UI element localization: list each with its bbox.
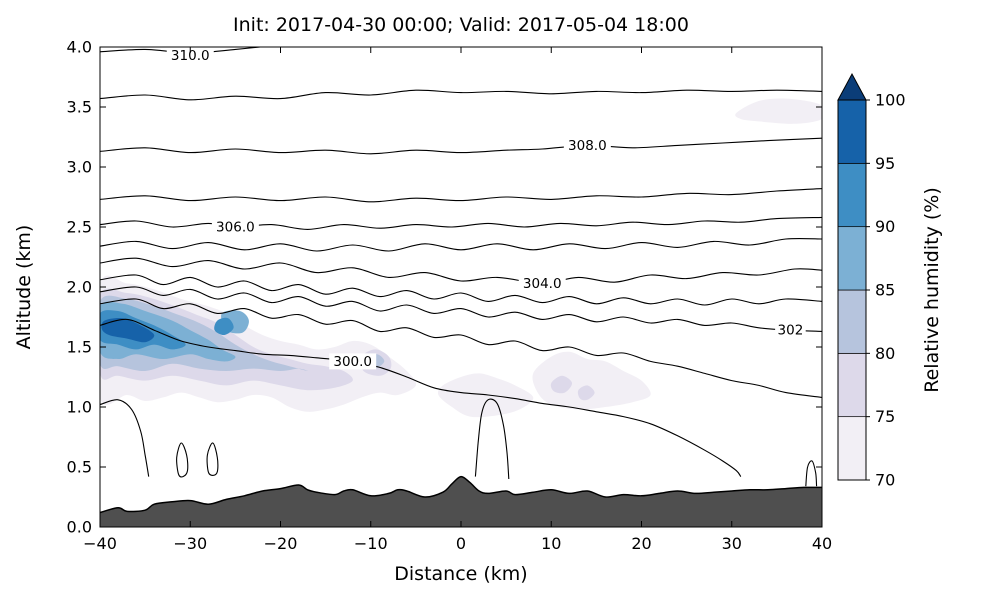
humidity-region-75-80 — [550, 375, 573, 394]
theta-contour — [100, 274, 822, 306]
colorbar-cell — [837, 162, 867, 228]
colorbar-label: Relative humidity (%) — [921, 187, 943, 392]
colorbar-tick-label: 100 — [875, 91, 906, 110]
theta-contour-304.0 — [100, 257, 822, 284]
colorbar-extend-arrow — [837, 72, 867, 101]
contour-label-306.0: 306.0 — [216, 220, 255, 236]
y-axis-label: Altitude (km) — [13, 225, 35, 350]
contour-label-310.0: 310.0 — [171, 48, 210, 64]
theta-contour — [100, 238, 822, 252]
y-tick-label: 1.5 — [67, 338, 92, 357]
y-tick-label: 2.0 — [67, 278, 92, 297]
y-tick-label: 4.0 — [67, 38, 92, 57]
contour-label-302: 302 — [778, 323, 804, 339]
contour-label-gap — [775, 322, 806, 339]
colorbar-tick-label: 80 — [875, 344, 895, 363]
x-tick-label: 0 — [456, 534, 466, 553]
x-tick-label: −40 — [83, 534, 117, 553]
x-tick-label: 40 — [812, 534, 832, 553]
theta-contour — [100, 89, 822, 101]
x-axis-label: Distance (km) — [394, 563, 527, 585]
colorbar-tick-label: 95 — [875, 154, 895, 173]
colorbar-cell — [837, 226, 867, 291]
y-tick-label: 0.5 — [67, 458, 92, 477]
theta-contour — [100, 399, 150, 477]
colorbar-tick-label: 75 — [875, 407, 895, 426]
x-tick-label: 20 — [631, 534, 651, 553]
y-tick-label: 0.0 — [67, 518, 92, 537]
contour-label-gap — [166, 47, 214, 64]
theta-contour-308.0 — [100, 137, 822, 155]
theta-contour — [805, 460, 818, 487]
contour-label-gap — [518, 275, 566, 292]
y-tick-label: 3.0 — [67, 158, 92, 177]
theta-contour — [206, 442, 219, 476]
theta-contour — [100, 188, 822, 203]
y-tick-label: 1.0 — [67, 398, 92, 417]
contour-label-308.0: 308.0 — [568, 138, 607, 154]
humidity-region-70-75 — [735, 98, 822, 124]
contour-label-gap — [329, 353, 377, 370]
chart-title: Init: 2017-04-30 00:00; Valid: 2017-05-0… — [233, 14, 689, 36]
colorbar-cell — [837, 416, 867, 481]
theta-contour-300.0 — [100, 318, 742, 477]
theta-contour — [474, 398, 510, 480]
humidity-region-95-100 — [101, 317, 155, 343]
theta-contour — [176, 442, 189, 478]
colorbar-tick-label: 90 — [875, 217, 895, 236]
humidity-region-75-80 — [577, 385, 595, 401]
colorbar-tick-label: 70 — [875, 471, 895, 490]
x-tick-label: 30 — [722, 534, 742, 553]
theta-contour — [100, 298, 822, 398]
colorbar-cell — [837, 289, 867, 354]
x-tick-label: 10 — [541, 534, 561, 553]
contour-label-gap — [563, 137, 611, 154]
colorbar-cell — [837, 352, 867, 418]
contour-label-304.0: 304.0 — [523, 276, 562, 292]
plot-clip-group: 310.0 308.0 306.0 304.0 302 300.0 — [100, 47, 822, 527]
terrain-outline — [100, 475, 822, 514]
contour-label-gap — [211, 219, 259, 235]
x-tick-label: −30 — [173, 534, 207, 553]
humidity-region-90-95 — [214, 317, 234, 336]
contour-label-300.0: 300.0 — [333, 354, 372, 370]
x-tick-label: −20 — [264, 534, 298, 553]
humidity-region-70-75 — [532, 351, 651, 410]
y-tick-label: 3.5 — [67, 98, 92, 117]
y-tick-label: 2.5 — [67, 218, 92, 237]
x-tick-label: −10 — [354, 534, 388, 553]
colorbar-cell — [837, 99, 867, 164]
colorbar-tick-label: 85 — [875, 281, 895, 300]
theta-contour-302 — [100, 286, 822, 332]
